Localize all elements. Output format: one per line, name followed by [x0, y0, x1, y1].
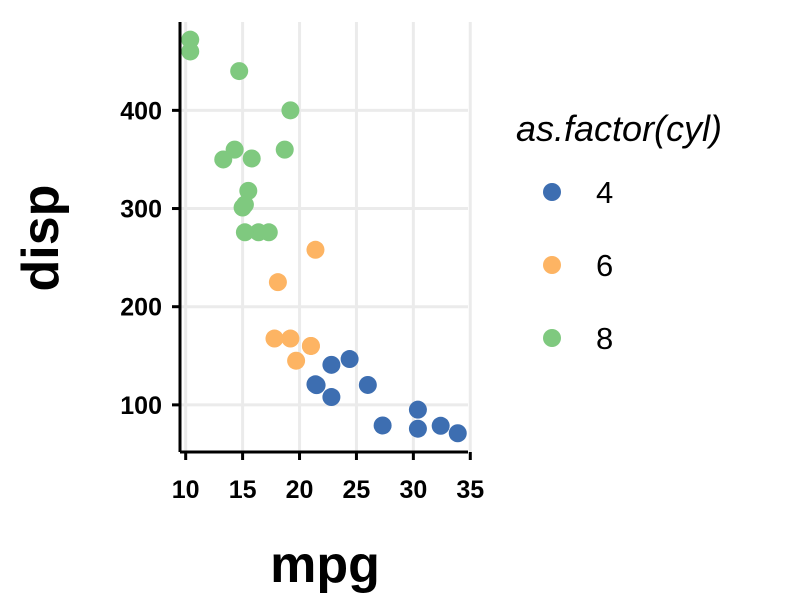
data-point-cyl-8	[281, 101, 300, 120]
legend-item: 8	[543, 321, 613, 356]
data-point-cyl-8	[239, 181, 258, 200]
data-point-cyl-8	[275, 140, 294, 159]
data-point-cyl-4	[408, 419, 427, 438]
data-point-cyl-8	[233, 198, 252, 217]
data-point-cyl-4	[448, 424, 467, 443]
data-point-cyl-8	[242, 149, 261, 168]
data-point-cyl-6	[287, 351, 306, 370]
data-point-cyl-4	[322, 388, 341, 407]
data-point-cyl-4	[431, 416, 450, 435]
x-tick-label: 10	[172, 476, 200, 504]
legend-item: 6	[543, 248, 613, 283]
legend-item: 4	[543, 175, 613, 210]
data-point-cyl-8	[230, 62, 249, 81]
data-point-cyl-6	[306, 240, 325, 259]
data-point-cyl-6	[265, 329, 284, 348]
data-point-cyl-4	[340, 350, 359, 369]
y-axis-title: disp	[12, 185, 70, 292]
x-tick-label: 15	[229, 476, 257, 504]
x-axis-title: mpg	[270, 536, 380, 594]
legend-title: as.factor(cyl)	[516, 108, 722, 149]
legend-key-4	[543, 183, 561, 201]
data-point-cyl-4	[373, 416, 392, 435]
tick-labels: 10 15 20 25 30 35 100 200 300 400	[120, 97, 484, 504]
legend-key-8	[543, 329, 561, 347]
data-point-cyl-4	[358, 375, 377, 394]
data-point-cyl-8	[235, 223, 254, 242]
legend-label: 8	[596, 321, 613, 356]
data-point-cyl-4	[322, 355, 341, 374]
x-tick-label: 35	[456, 476, 484, 504]
x-tick-label: 20	[286, 476, 314, 504]
data-point-cyl-8	[181, 42, 200, 61]
grid	[180, 22, 472, 452]
data-points	[181, 30, 467, 443]
legend: as.factor(cyl) 4 6 8	[516, 108, 722, 356]
axes	[172, 22, 472, 460]
data-point-cyl-4	[408, 400, 427, 419]
data-point-cyl-6	[301, 336, 320, 355]
y-tick-label: 400	[120, 97, 162, 125]
data-point-cyl-6	[268, 273, 287, 292]
data-point-cyl-8	[259, 223, 278, 242]
data-point-cyl-4	[306, 375, 325, 394]
legend-label: 4	[596, 175, 613, 210]
legend-label: 6	[596, 248, 613, 283]
y-tick-label: 200	[120, 294, 162, 322]
data-point-cyl-6	[281, 329, 300, 348]
legend-key-6	[543, 256, 561, 274]
y-tick-label: 300	[120, 196, 162, 224]
data-point-cyl-8	[214, 150, 233, 169]
x-tick-label: 30	[399, 476, 427, 504]
x-tick-label: 25	[343, 476, 371, 504]
y-tick-label: 100	[120, 392, 162, 420]
